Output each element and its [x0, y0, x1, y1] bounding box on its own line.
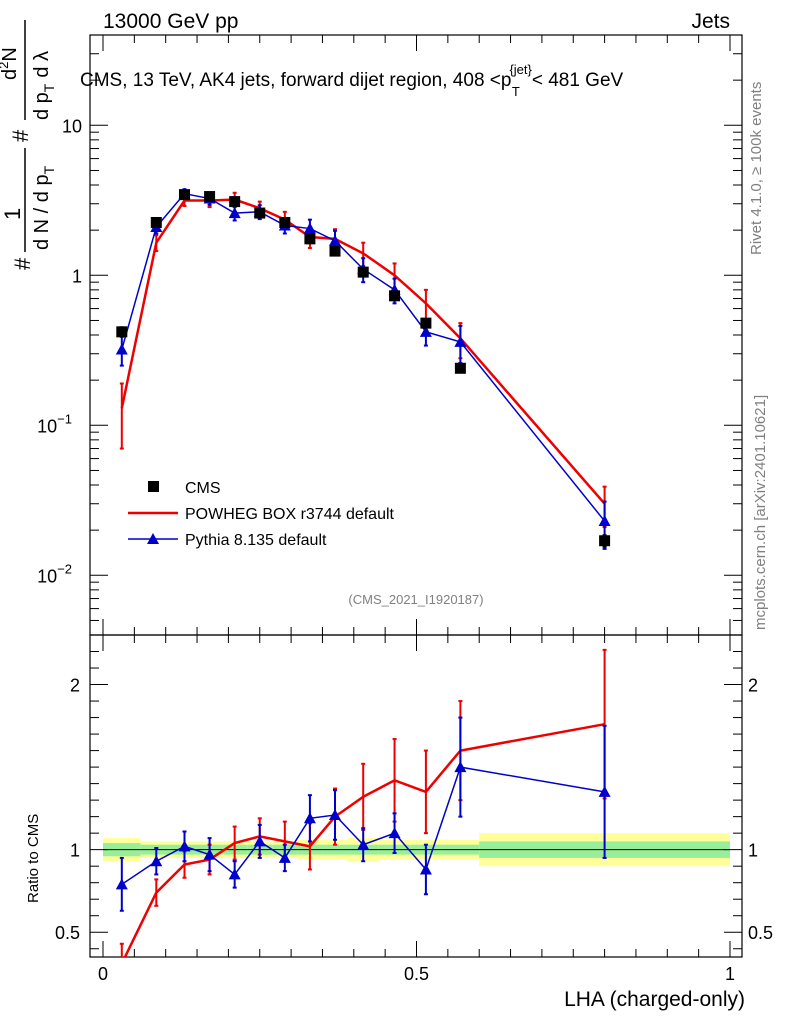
- legend-label-pythia: Pythia 8.135 default: [185, 532, 327, 549]
- data-point-cms: [389, 290, 401, 302]
- svg-text:d N / d pT: d N / d pT: [31, 165, 57, 250]
- ratio-data-point-pythia: [598, 785, 611, 797]
- legend-marker-pythia: [147, 533, 159, 544]
- data-point-cms: [150, 216, 162, 228]
- data-point-cms: [254, 207, 266, 219]
- x-tick-label: 0.5: [404, 964, 429, 984]
- data-point-cms: [420, 317, 432, 329]
- data-point-cms: [229, 196, 241, 208]
- analysis-tag: (CMS_2021_I1920187): [348, 592, 483, 607]
- ratio-data-point-pythia: [115, 878, 128, 890]
- legend-label-cms: CMS: [185, 480, 221, 497]
- y-tick-label-ratio-right: 1: [748, 841, 758, 861]
- data-point-pythia: [115, 343, 128, 355]
- y-tick-label-ratio-right: 0.5: [748, 923, 773, 943]
- ratio-series-line: [123, 722, 605, 957]
- data-point-pythia: [419, 325, 432, 337]
- y-tick-label-ratio: 2: [70, 676, 80, 696]
- ratio-data-point-pythia: [454, 761, 467, 773]
- y-tick-label-main: 1: [72, 266, 82, 286]
- svg-text:d pTd λ: d pTd λ: [31, 51, 57, 120]
- data-point-cms: [279, 216, 291, 228]
- side-text-mcplots: mcplots.cern.ch [arXiv:2401.10621]: [752, 395, 769, 630]
- legend: CMS POWHEG BOX r3744 default Pythia 8.13…: [128, 480, 395, 549]
- series-line: [120, 198, 606, 505]
- x-tick-label: 1: [725, 964, 735, 984]
- ratio-series-group: [115, 648, 611, 957]
- data-point-pythia: [228, 207, 241, 219]
- ratio-data-point-pythia: [303, 812, 316, 824]
- ratio-data-point-pythia: [178, 840, 191, 852]
- data-point-cms: [179, 189, 191, 201]
- data-point-pythia: [328, 234, 341, 246]
- y-tick-label-ratio-right: 2: [748, 676, 758, 696]
- data-point-cms: [304, 233, 316, 245]
- legend-label-powheg: POWHEG BOX r3744 default: [185, 506, 395, 523]
- x-tick-label: 0: [98, 964, 108, 984]
- data-point-cms: [329, 245, 341, 257]
- data-point-cms: [116, 326, 128, 338]
- data-point-pythia: [598, 515, 611, 527]
- svg-text:d2N: d2N: [0, 47, 21, 80]
- data-point-cms: [204, 191, 216, 203]
- ratio-data-point-pythia: [419, 863, 432, 875]
- header-left: 13000 GeV pp: [103, 10, 238, 33]
- data-point-cms: [454, 362, 466, 374]
- y-tick-label-ratio: 0.5: [55, 923, 80, 943]
- ratio-y-axis-label: Ratio to CMS: [25, 814, 42, 903]
- ratio-data-point-pythia: [150, 855, 163, 867]
- ratio-data-point-pythia: [253, 835, 266, 847]
- data-point-pythia: [454, 335, 467, 347]
- ratio-series-line: [121, 766, 605, 885]
- data-point-pythia: [303, 222, 316, 234]
- ratio-plot-frame: [89, 634, 743, 958]
- y-tick-label-main: 10−2: [37, 561, 72, 586]
- data-point-cms: [357, 266, 369, 278]
- ratio-data-point-pythia: [357, 838, 370, 850]
- y-tick-label-main: 10: [62, 116, 82, 136]
- y-axis-label: # 1 d N / d pT # d2N d pTd λ: [0, 20, 57, 270]
- ratio-data-point-pythia: [388, 827, 401, 839]
- ratio-data-point-pythia: [228, 868, 241, 880]
- y-tick-label-ratio: 1: [70, 841, 80, 861]
- svg-text:#: #: [10, 257, 35, 270]
- legend-marker-cms: [148, 481, 159, 492]
- svg-text:1: 1: [0, 208, 25, 220]
- data-point-cms: [599, 535, 611, 547]
- y-tick-label-main: 10−1: [37, 411, 72, 436]
- ratio-data-point-pythia: [203, 848, 216, 860]
- main-series-group: [115, 187, 611, 550]
- ratio-data-point-pythia: [328, 808, 341, 820]
- ratio-data-point-pythia: [278, 851, 291, 863]
- svg-text:#: #: [8, 129, 33, 142]
- side-text-rivet: Rivet 4.1.0, ≥ 100k events: [748, 82, 765, 255]
- header-right: Jets: [691, 10, 730, 33]
- chart-title: CMS, 13 TeV, AK4 jets, forward dijet reg…: [80, 62, 624, 99]
- x-axis-label: LHA (charged-only): [564, 988, 745, 1011]
